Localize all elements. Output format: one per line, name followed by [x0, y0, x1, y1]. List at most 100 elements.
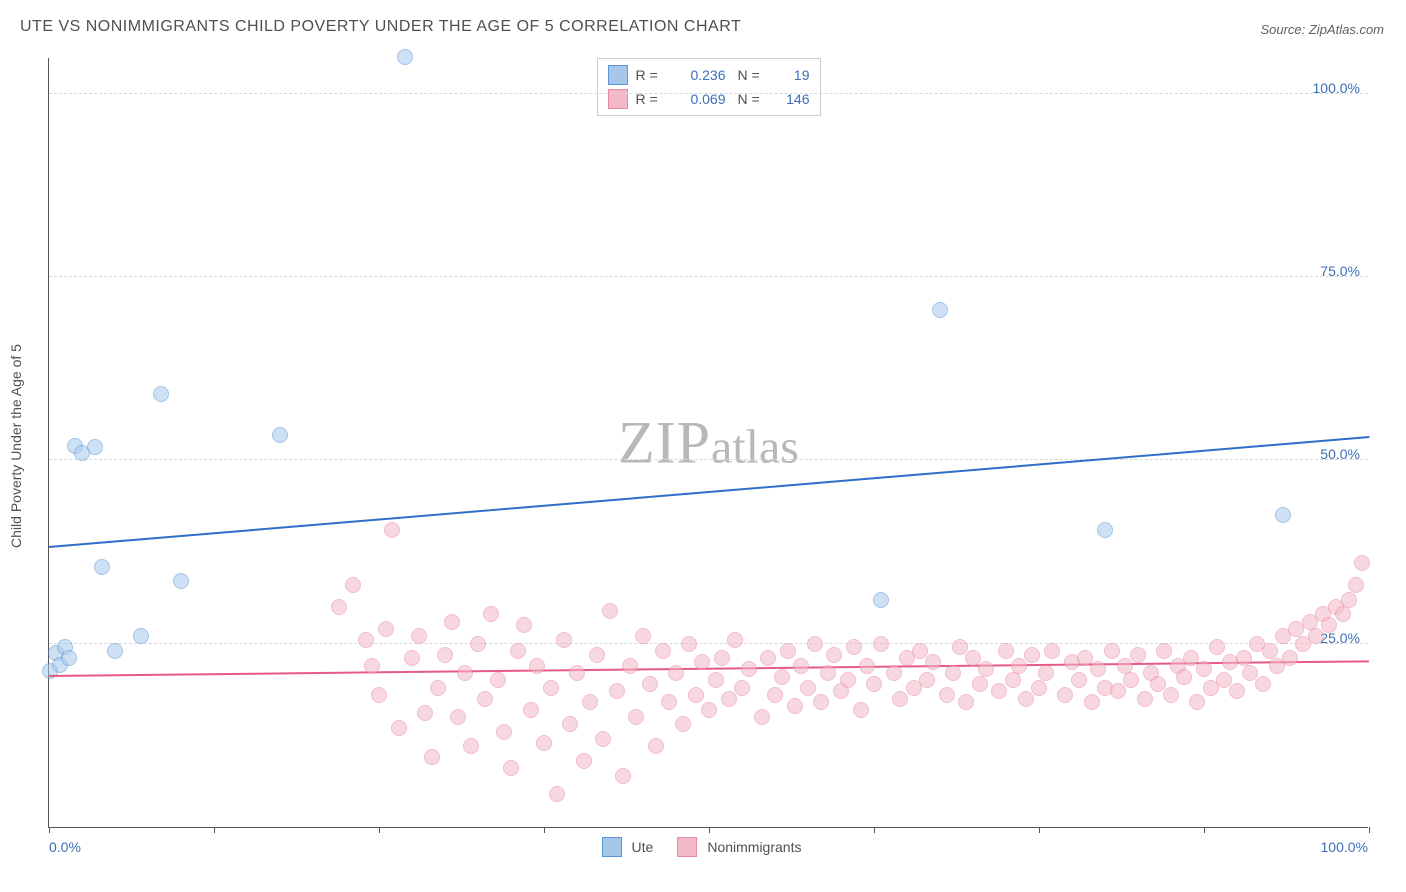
data-point — [998, 643, 1014, 659]
data-point — [767, 687, 783, 703]
data-point — [1071, 672, 1087, 688]
data-point — [470, 636, 486, 652]
correlation-legend: R =0.236N =19R =0.069N =146 — [597, 58, 821, 116]
data-point — [1123, 672, 1139, 688]
data-point — [411, 628, 427, 644]
data-point — [94, 559, 110, 575]
grid-line — [49, 643, 1368, 644]
data-point — [628, 709, 644, 725]
data-point — [991, 683, 1007, 699]
chart-title: UTE VS NONIMMIGRANTS CHILD POVERTY UNDER… — [20, 18, 741, 36]
data-point — [681, 636, 697, 652]
data-point — [1044, 643, 1060, 659]
data-point — [87, 439, 103, 455]
data-point — [582, 694, 598, 710]
data-point — [417, 705, 433, 721]
data-point — [536, 735, 552, 751]
data-point — [648, 738, 664, 754]
source-attribution: Source: ZipAtlas.com — [1260, 22, 1384, 37]
data-point — [589, 647, 605, 663]
data-point — [529, 658, 545, 674]
data-point — [945, 665, 961, 681]
data-point — [939, 687, 955, 703]
data-point — [741, 661, 757, 677]
y-axis-label: Child Poverty Under the Age of 5 — [8, 344, 24, 548]
data-point — [793, 658, 809, 674]
grid-line — [49, 93, 1368, 94]
data-point — [331, 599, 347, 615]
data-point — [754, 709, 770, 725]
data-point — [1255, 676, 1271, 692]
legend-row: R =0.236N =19 — [608, 63, 810, 87]
data-point — [397, 49, 413, 65]
data-point — [609, 683, 625, 699]
data-point — [424, 749, 440, 765]
data-point — [153, 386, 169, 402]
data-point — [496, 724, 512, 740]
data-point — [543, 680, 559, 696]
legend-row: R =0.069N =146 — [608, 87, 810, 111]
data-point — [932, 302, 948, 318]
data-point — [490, 672, 506, 688]
grid-line — [49, 276, 1368, 277]
data-point — [1176, 669, 1192, 685]
data-point — [430, 680, 446, 696]
data-point — [1137, 691, 1153, 707]
data-point — [1189, 694, 1205, 710]
y-tick-label: 75.0% — [1320, 263, 1360, 279]
data-point — [378, 621, 394, 637]
data-point — [1130, 647, 1146, 663]
data-point — [760, 650, 776, 666]
watermark-atlas: atlas — [711, 420, 799, 473]
data-point — [635, 628, 651, 644]
series-legend: UteNonimmigrants — [602, 837, 816, 857]
data-point — [576, 753, 592, 769]
data-point — [595, 731, 611, 747]
data-point — [688, 687, 704, 703]
x-tick — [874, 827, 875, 833]
data-point — [371, 687, 387, 703]
data-point — [364, 658, 380, 674]
data-point — [523, 702, 539, 718]
data-point — [615, 768, 631, 784]
x-tick — [214, 827, 215, 833]
data-point — [133, 628, 149, 644]
data-point — [1057, 687, 1073, 703]
data-point — [1335, 606, 1351, 622]
data-point — [173, 573, 189, 589]
data-point — [1084, 694, 1100, 710]
data-point — [1282, 650, 1298, 666]
data-point — [958, 694, 974, 710]
data-point — [972, 676, 988, 692]
x-tick — [49, 827, 50, 833]
x-tick — [544, 827, 545, 833]
data-point — [503, 760, 519, 776]
data-point — [516, 617, 532, 633]
data-point — [457, 665, 473, 681]
data-point — [404, 650, 420, 666]
plot-area: ZIPatlas R =0.236N =19R =0.069N =146 Ute… — [48, 58, 1368, 828]
data-point — [866, 676, 882, 692]
trend-line-ute — [49, 436, 1369, 548]
data-point — [345, 577, 361, 593]
data-point — [1156, 643, 1172, 659]
data-point — [708, 672, 724, 688]
correlation-chart: UTE VS NONIMMIGRANTS CHILD POVERTY UNDER… — [0, 0, 1406, 892]
data-point — [483, 606, 499, 622]
data-point — [1229, 683, 1245, 699]
data-point — [272, 427, 288, 443]
legend-n-label: N = — [738, 67, 766, 83]
data-point — [1275, 507, 1291, 523]
legend-swatch — [677, 837, 697, 857]
data-point — [450, 709, 466, 725]
x-tick — [1369, 827, 1370, 833]
data-point — [774, 669, 790, 685]
x-tick — [379, 827, 380, 833]
data-point — [846, 639, 862, 655]
data-point — [701, 702, 717, 718]
data-point — [853, 702, 869, 718]
data-point — [477, 691, 493, 707]
data-point — [1209, 639, 1225, 655]
data-point — [1104, 643, 1120, 659]
data-point — [642, 676, 658, 692]
